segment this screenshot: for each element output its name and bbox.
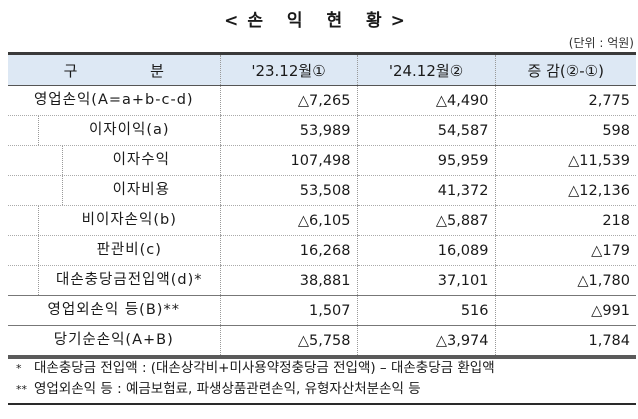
row-label-text: 이자비용 — [62, 176, 220, 205]
value-2024: 37,101 — [356, 265, 495, 296]
value-change: △1,780 — [494, 265, 636, 296]
table-row: 이자이익(a) 53,989 54,587 598 — [8, 115, 636, 146]
value-2024: 516 — [356, 295, 495, 326]
value-2024: △4,490 — [356, 85, 495, 116]
row-label-text: 이자이익(a) — [38, 116, 220, 145]
row-label-text: 비이자손익(b) — [38, 206, 220, 235]
value-2023: 53,989 — [219, 115, 357, 146]
table-row: 대손충당금전입액(d)* 38,881 37,101 △1,780 — [8, 265, 636, 296]
table-row: 영업손익(A=a+b-c-d) △7,265 △4,490 2,775 — [8, 85, 636, 116]
value-2023: 16,268 — [219, 235, 357, 266]
value-2023: △5,758 — [219, 325, 357, 359]
value-change: △991 — [494, 295, 636, 326]
unit-label: (단위 : 억원) — [568, 36, 634, 50]
value-2024: 95,959 — [356, 145, 495, 176]
value-change: 1,784 — [494, 325, 636, 359]
value-2023: △7,265 — [219, 85, 357, 116]
row-label: 이자이익(a) — [8, 115, 220, 146]
row-label-text: 영업외손익 등(B)** — [47, 302, 180, 318]
value-2024: 54,587 — [356, 115, 495, 146]
value-2023: 38,881 — [219, 265, 357, 296]
value-2024: 16,089 — [356, 235, 495, 266]
value-2023: 1,507 — [219, 295, 357, 326]
value-change: 2,775 — [494, 85, 636, 116]
page-title: <손 익 현 황> — [224, 11, 414, 31]
header-change: 증 감(②-①) — [494, 52, 636, 86]
value-change: △179 — [494, 235, 636, 266]
income-statement-table: 구 분 '23.12월① '24.12월② 증 감(②-①) 영업손익(A=a+… — [8, 52, 636, 359]
value-2024: 41,372 — [356, 175, 495, 206]
row-label: 이자수익 — [8, 145, 220, 176]
header-2024: '24.12월② — [356, 52, 495, 86]
value-change: △12,136 — [494, 175, 636, 206]
row-label: 영업외손익 등(B)** — [8, 295, 220, 326]
footnote-text: 대손충당금 전입액 : (대손상각비+미사용약정충당금 전입액) – 대손충당금… — [34, 360, 495, 376]
header-category: 구 분 — [8, 52, 220, 86]
table-row: 당기순손익(A+B) △5,758 △3,974 1,784 — [8, 325, 636, 359]
footnotes: * 대손충당금 전입액 : (대손상각비+미사용약정충당금 전입액) – 대손충당… — [8, 358, 636, 405]
value-change: 218 — [494, 205, 636, 236]
row-label-text: 영업손익(A=a+b-c-d) — [33, 92, 194, 108]
value-2023: 53,508 — [219, 175, 357, 206]
table-row: 이자수익 107,498 95,959 △11,539 — [8, 145, 636, 176]
header-2023: '23.12월① — [219, 52, 357, 86]
value-change: △11,539 — [494, 145, 636, 176]
footnote: ** 영업외손익 등 : 예금보험료, 파생상품관련손익, 유형자산처분손익 등 — [8, 379, 636, 400]
row-label: 비이자손익(b) — [8, 205, 220, 236]
table-row: 비이자손익(b) △6,105 △5,887 218 — [8, 205, 636, 236]
value-2023: △6,105 — [219, 205, 357, 236]
row-label: 판관비(c) — [8, 235, 220, 266]
row-label: 당기순손익(A+B) — [8, 325, 220, 359]
value-2023: 107,498 — [219, 145, 357, 176]
value-change: 598 — [494, 115, 636, 146]
footnote: * 대손충당금 전입액 : (대손상각비+미사용약정충당금 전입액) – 대손충당… — [8, 358, 636, 379]
row-label: 영업손익(A=a+b-c-d) — [8, 85, 220, 116]
row-label-text: 판관비(c) — [38, 236, 220, 265]
value-2024: △5,887 — [356, 205, 495, 236]
table-row: 판관비(c) 16,268 16,089 △179 — [8, 235, 636, 266]
row-label-text: 당기순손익(A+B) — [53, 332, 174, 348]
row-label-text: 이자수익 — [62, 146, 220, 175]
table-header-row: 구 분 '23.12월① '24.12월② 증 감(②-①) — [8, 52, 636, 86]
footnote-text: 영업외손익 등 : 예금보험료, 파생상품관련손익, 유형자산처분손익 등 — [34, 381, 421, 397]
table-row: 이자비용 53,508 41,372 △12,136 — [8, 175, 636, 206]
table-row: 영업외손익 등(B)** 1,507 516 △991 — [8, 295, 636, 326]
value-2024: △3,974 — [356, 325, 495, 359]
row-label: 이자비용 — [8, 175, 220, 206]
footnote-mark: ** — [16, 383, 27, 396]
row-label: 대손충당금전입액(d)* — [8, 265, 220, 296]
footnote-mark: * — [16, 362, 22, 375]
row-label-text: 대손충당금전입액(d)* — [38, 266, 220, 295]
